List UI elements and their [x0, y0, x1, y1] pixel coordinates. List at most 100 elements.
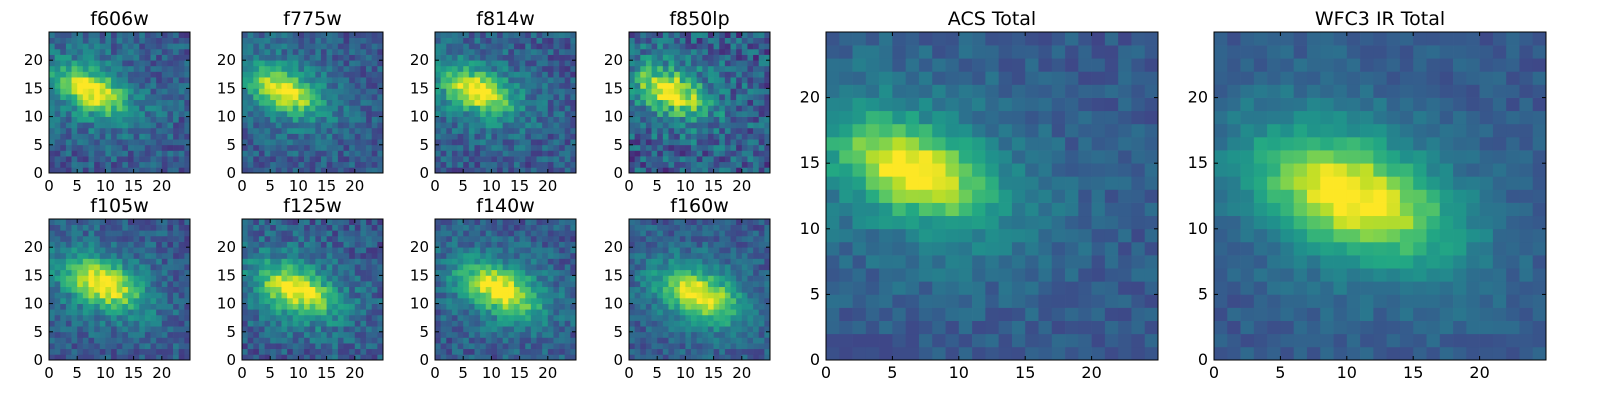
- heatmap-cell: [485, 241, 492, 248]
- heatmap-cell: [457, 110, 464, 117]
- y-tick-label: 20: [217, 51, 236, 69]
- heatmap-cell: [349, 269, 356, 276]
- heatmap-cell: [366, 354, 373, 361]
- heatmap-cell: [468, 127, 475, 134]
- heatmap-cell: [178, 320, 185, 327]
- heatmap-cell: [94, 354, 101, 361]
- heatmap-cell: [634, 43, 641, 50]
- heatmap-cell: [156, 348, 163, 355]
- heatmap-cell: [315, 133, 322, 140]
- heatmap-cell: [349, 286, 356, 293]
- heatmap-cell: [645, 320, 652, 327]
- heatmap-cell: [480, 275, 487, 282]
- heatmap-cell: [292, 116, 299, 123]
- heatmap-cell: [354, 54, 361, 61]
- heatmap-cell: [332, 144, 339, 151]
- heatmap-cell: [474, 286, 481, 293]
- heatmap-cell: [150, 230, 157, 237]
- heatmap-cell: [116, 82, 123, 89]
- heatmap-cell: [629, 275, 635, 282]
- heatmap-cell: [343, 252, 350, 259]
- heatmap-cell: [94, 156, 101, 163]
- heatmap-cell: [451, 77, 458, 84]
- heatmap-cell: [553, 247, 560, 254]
- heatmap-cell: [741, 275, 748, 282]
- heatmap-cell: [167, 348, 174, 355]
- panel-title: f125w: [283, 195, 342, 217]
- heatmap-cell: [71, 320, 78, 327]
- heatmap-cell: [634, 331, 641, 338]
- heatmap-cell: [525, 219, 532, 225]
- heatmap-cell: [719, 88, 726, 95]
- heatmap-cell: [559, 65, 566, 72]
- heatmap-cell: [343, 144, 350, 151]
- heatmap-cell: [730, 122, 737, 129]
- heatmap-cell: [298, 219, 305, 225]
- heatmap-cell: [156, 71, 163, 78]
- heatmap-cell: [679, 348, 686, 355]
- heatmap-cell: [668, 320, 675, 327]
- heatmap-cell: [167, 241, 174, 248]
- heatmap-cell: [281, 139, 288, 146]
- heatmap-cell: [94, 144, 101, 151]
- heatmap-cell: [82, 161, 89, 168]
- heatmap-cell: [530, 320, 537, 327]
- heatmap-cell: [178, 269, 185, 276]
- heatmap-cell: [99, 286, 106, 293]
- heatmap-cell: [264, 37, 271, 44]
- heatmap-cell: [668, 150, 675, 157]
- heatmap-cell: [65, 230, 72, 237]
- heatmap-cell: [377, 133, 384, 140]
- heatmap-cell: [360, 99, 367, 106]
- heatmap-cell: [315, 292, 322, 299]
- heatmap-cell: [82, 337, 89, 344]
- heatmap-cell: [133, 309, 140, 316]
- heatmap-cell: [309, 127, 316, 134]
- heatmap-cell: [167, 258, 174, 265]
- heatmap-cell: [377, 292, 384, 299]
- heatmap-cell: [640, 297, 647, 304]
- heatmap-cell: [435, 235, 441, 242]
- heatmap-cell: [371, 105, 378, 112]
- heatmap-cell: [99, 139, 106, 146]
- heatmap-cell: [691, 286, 698, 293]
- heatmap-cell: [530, 326, 537, 333]
- heatmap-cell: [764, 88, 771, 95]
- heatmap-cell: [320, 161, 327, 168]
- heatmap-cell: [133, 54, 140, 61]
- heatmap-cell: [349, 281, 356, 288]
- heatmap-cell: [497, 167, 504, 174]
- heatmap-cell: [139, 71, 146, 78]
- heatmap-cell: [570, 275, 577, 282]
- heatmap-cell: [463, 161, 470, 168]
- heatmap-cell: [629, 122, 635, 129]
- heatmap-cell: [242, 144, 248, 151]
- heatmap-cell: [65, 71, 72, 78]
- heatmap-cell: [485, 161, 492, 168]
- heatmap-cell: [65, 235, 72, 242]
- heatmap-cell: [668, 139, 675, 146]
- heatmap-cell: [553, 65, 560, 72]
- heatmap-cell: [377, 77, 384, 84]
- heatmap-cell: [258, 139, 265, 146]
- heatmap-cell: [668, 337, 675, 344]
- heatmap-cell: [264, 161, 271, 168]
- heatmap-cell: [116, 337, 123, 344]
- heatmap-cell: [275, 144, 282, 151]
- heatmap-cell: [173, 275, 180, 282]
- heatmap-cell: [463, 48, 470, 55]
- heatmap-cell: [49, 32, 55, 38]
- heatmap-cell: [65, 331, 72, 338]
- heatmap-cell: [685, 292, 692, 299]
- heatmap-cell: [173, 65, 180, 72]
- heatmap-cell: [258, 269, 265, 276]
- heatmap-cell: [502, 122, 509, 129]
- heatmap-cell: [242, 219, 248, 225]
- heatmap-cell: [94, 337, 101, 344]
- heatmap-cell: [264, 139, 271, 146]
- heatmap-cell: [332, 314, 339, 321]
- heatmap-cell: [88, 281, 95, 288]
- heatmap-cell: [122, 144, 129, 151]
- heatmap-cell: [651, 281, 658, 288]
- heatmap-cell: [536, 252, 543, 259]
